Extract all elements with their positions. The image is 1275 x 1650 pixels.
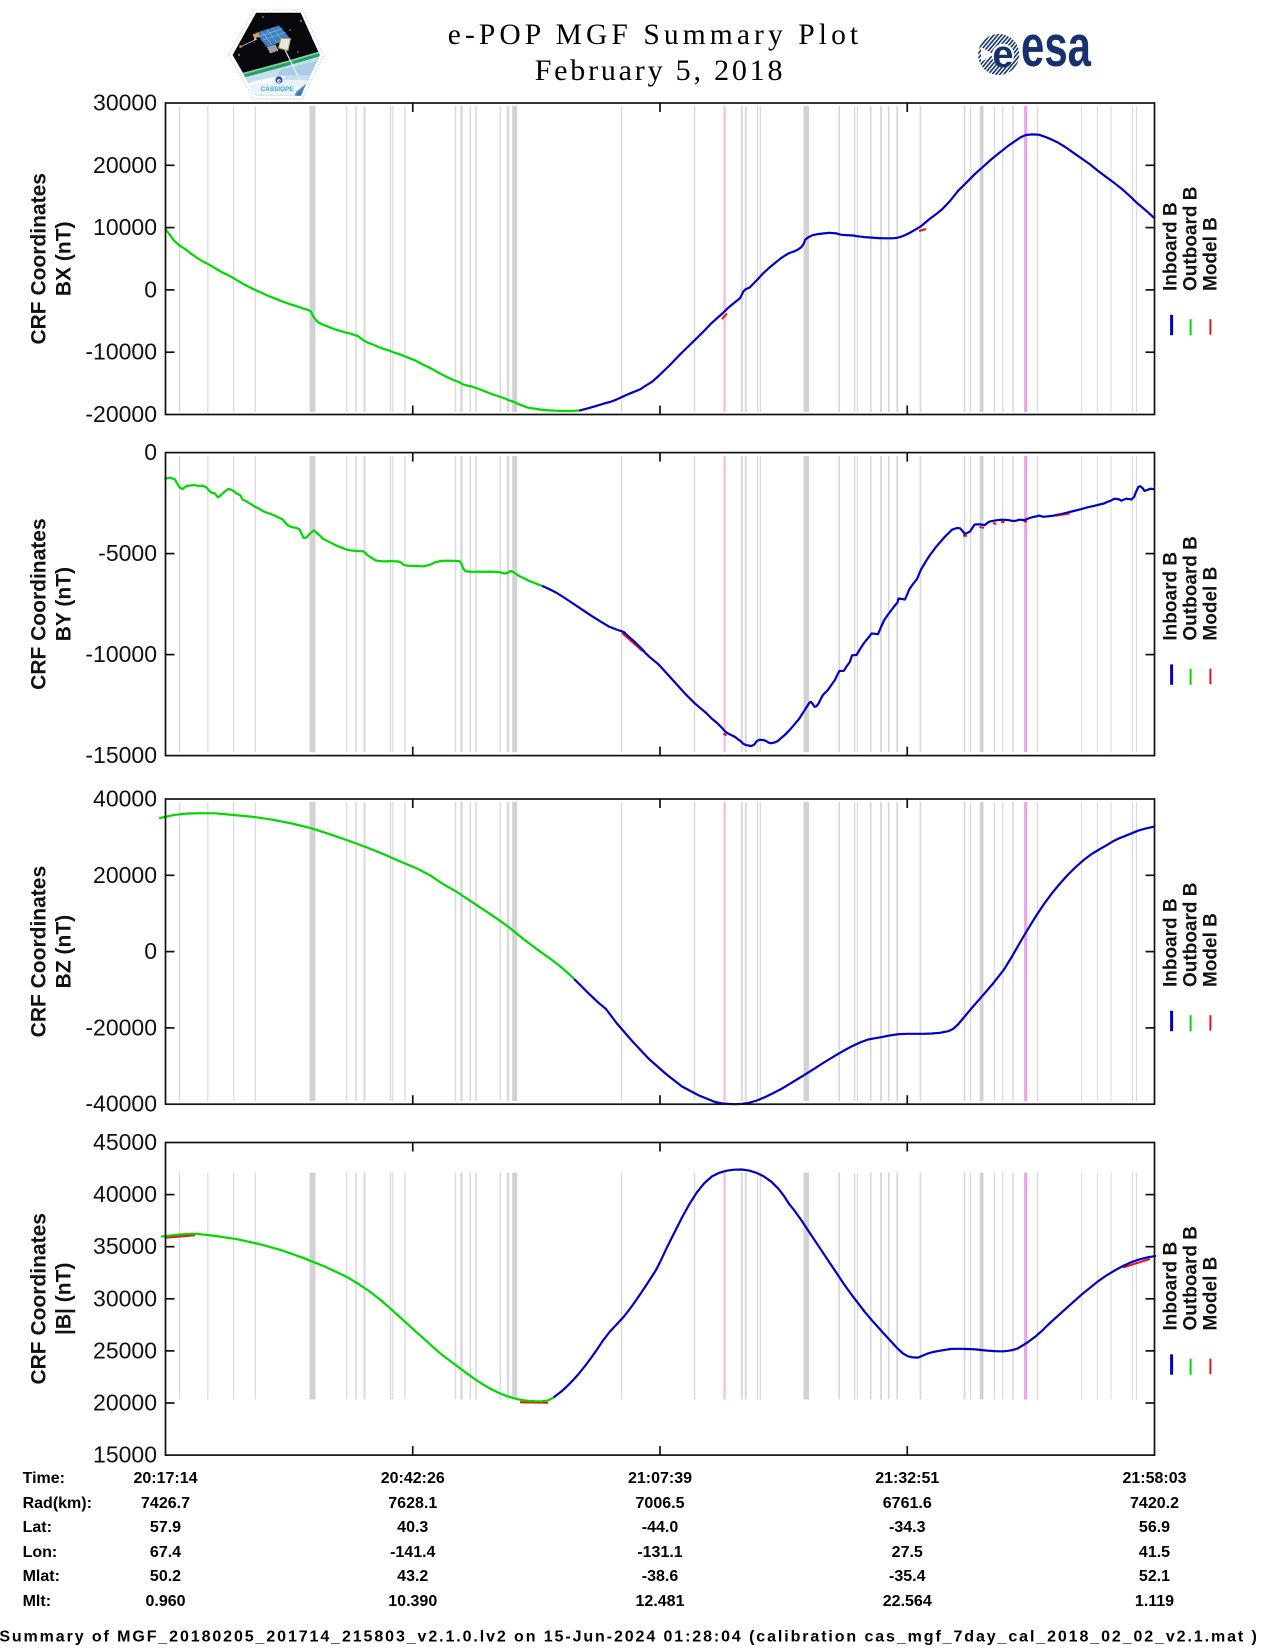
svg-text:CRF Coordinates: CRF Coordinates: [28, 1213, 51, 1385]
svg-text:Rad(km):: Rad(km):: [23, 1495, 92, 1512]
svg-text:Outboard B: Outboard B: [1181, 883, 1202, 988]
svg-text:52.1: 52.1: [1139, 1568, 1170, 1585]
svg-text:-15000: -15000: [85, 742, 157, 768]
svg-text:25000: 25000: [93, 1337, 157, 1363]
svg-text:30000: 30000: [93, 1285, 157, 1311]
svg-text:e: e: [992, 34, 1013, 76]
svg-text:12.481: 12.481: [636, 1593, 685, 1610]
svg-text:7420.2: 7420.2: [1130, 1495, 1179, 1512]
svg-text:20:17:14: 20:17:14: [133, 1470, 197, 1487]
svg-text:Inboard B: Inboard B: [1161, 202, 1182, 291]
svg-text:22.564: 22.564: [883, 1593, 932, 1610]
svg-text:CRF Coordinates: CRF Coordinates: [28, 866, 51, 1038]
svg-text:Mlt:: Mlt:: [23, 1593, 51, 1610]
svg-text:-34.3: -34.3: [889, 1519, 926, 1536]
svg-text:35000: 35000: [93, 1233, 157, 1259]
svg-text:6761.6: 6761.6: [883, 1495, 932, 1512]
svg-text:|B| (nT): |B| (nT): [53, 1263, 76, 1335]
svg-text:e-POP MGF Summary Plot: e-POP MGF Summary Plot: [448, 19, 862, 51]
svg-text:Inboard B: Inboard B: [1161, 1242, 1182, 1331]
svg-text:Model B: Model B: [1200, 913, 1221, 987]
svg-text:Lat:: Lat:: [23, 1519, 52, 1536]
svg-text:Lon:: Lon:: [23, 1544, 58, 1561]
svg-text:41.5: 41.5: [1139, 1544, 1170, 1561]
svg-text:40000: 40000: [93, 786, 157, 812]
svg-text:Model B: Model B: [1200, 1257, 1221, 1331]
svg-text:-20000: -20000: [85, 401, 157, 427]
svg-text:-10000: -10000: [85, 339, 157, 365]
svg-text:21:32:51: 21:32:51: [875, 1470, 939, 1487]
svg-text:BY (nT): BY (nT): [53, 567, 76, 641]
svg-text:CRF Coordinates: CRF Coordinates: [28, 173, 51, 345]
svg-text:10.390: 10.390: [388, 1593, 437, 1610]
svg-text:Outboard B: Outboard B: [1181, 536, 1202, 641]
svg-text:Outboard B: Outboard B: [1181, 187, 1202, 292]
svg-text:21:07:39: 21:07:39: [628, 1470, 692, 1487]
svg-text:esa: esa: [1021, 14, 1092, 79]
svg-text:-38.6: -38.6: [642, 1568, 679, 1585]
svg-text:BZ (nT): BZ (nT): [53, 915, 76, 988]
svg-text:20:42:26: 20:42:26: [381, 1470, 445, 1487]
svg-text:30000: 30000: [93, 90, 157, 116]
svg-text:-10000: -10000: [85, 641, 157, 667]
svg-text:e: e: [277, 76, 281, 85]
svg-text:-131.1: -131.1: [637, 1544, 682, 1561]
svg-text:Inboard B: Inboard B: [1161, 552, 1182, 641]
svg-text:57.9: 57.9: [150, 1519, 181, 1536]
svg-text:15000: 15000: [93, 1442, 157, 1468]
svg-text:21:58:03: 21:58:03: [1122, 1470, 1186, 1487]
svg-text:-35.4: -35.4: [889, 1568, 926, 1585]
svg-text:7006.5: 7006.5: [636, 1495, 685, 1512]
svg-text:40000: 40000: [93, 1181, 157, 1207]
svg-text:0: 0: [144, 439, 157, 465]
svg-text:Time:: Time:: [23, 1470, 65, 1487]
svg-text:67.4: 67.4: [150, 1544, 181, 1561]
svg-text:40.3: 40.3: [397, 1519, 428, 1536]
svg-text:Inboard B: Inboard B: [1161, 898, 1182, 987]
svg-text:Mlat:: Mlat:: [23, 1568, 60, 1585]
svg-text:-141.4: -141.4: [390, 1544, 435, 1561]
svg-text:-20000: -20000: [85, 1014, 157, 1040]
svg-text:50.2: 50.2: [150, 1568, 181, 1585]
svg-text:20000: 20000: [93, 152, 157, 178]
svg-text:1.119: 1.119: [1135, 1593, 1174, 1610]
svg-text:Model B: Model B: [1200, 567, 1221, 641]
svg-text:-44.0: -44.0: [642, 1519, 679, 1536]
svg-text:CRF Coordinates: CRF Coordinates: [28, 518, 51, 690]
svg-text:7426.7: 7426.7: [141, 1495, 190, 1512]
svg-text:20000: 20000: [93, 862, 157, 888]
svg-text:-40000: -40000: [85, 1091, 157, 1117]
svg-text:43.2: 43.2: [397, 1568, 428, 1585]
svg-text:0: 0: [144, 276, 157, 302]
svg-text:Outboard B: Outboard B: [1181, 1226, 1202, 1331]
svg-text:February 5, 2018: February 5, 2018: [535, 54, 786, 87]
svg-text:CASSIOPE: CASSIOPE: [260, 86, 294, 93]
svg-text:10000: 10000: [93, 214, 157, 240]
svg-text:27.5: 27.5: [892, 1544, 923, 1561]
svg-text:20000: 20000: [93, 1390, 157, 1416]
svg-text:0.960: 0.960: [145, 1593, 185, 1610]
svg-text:BX (nT): BX (nT): [53, 221, 76, 296]
svg-text:Model B: Model B: [1200, 217, 1221, 291]
svg-text:7628.1: 7628.1: [388, 1495, 437, 1512]
svg-text:Summary of MGF_20180205_201714: Summary of MGF_20180205_201714_215803_v2…: [0, 1629, 1259, 1646]
svg-text:45000: 45000: [93, 1129, 157, 1155]
svg-text:0: 0: [144, 938, 157, 964]
svg-text:56.9: 56.9: [1139, 1519, 1170, 1536]
svg-text:-5000: -5000: [98, 540, 157, 566]
